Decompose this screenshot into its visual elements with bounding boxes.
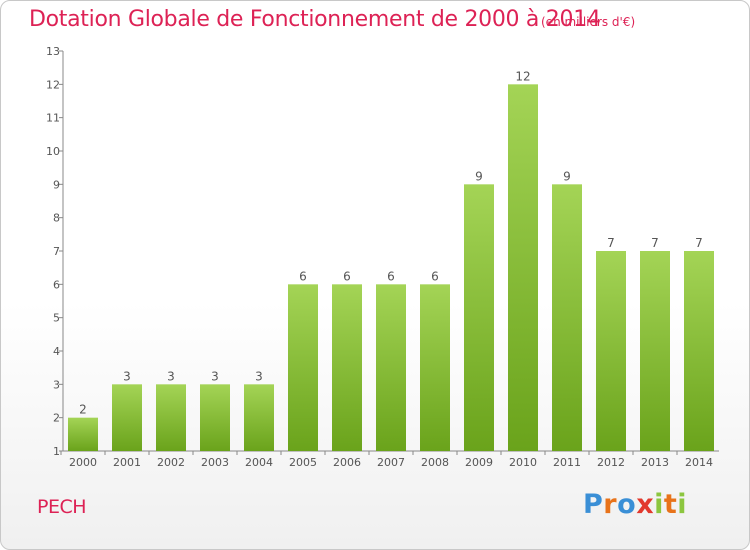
bar-value-label: 3 xyxy=(211,369,219,383)
x-tick-label: 2006 xyxy=(333,456,361,469)
x-tick-label: 2004 xyxy=(245,456,273,469)
bar-value-label: 6 xyxy=(431,269,439,283)
x-tick-label: 2003 xyxy=(201,456,229,469)
chart-title: Dotation Globale de Fonctionnement de 20… xyxy=(29,7,601,32)
x-tick-label: 2005 xyxy=(289,456,317,469)
bar-value-label: 3 xyxy=(123,369,131,383)
bar-value-label: 12 xyxy=(515,69,530,83)
bar-2004[interactable] xyxy=(244,384,274,451)
y-tick-label: 7 xyxy=(53,245,60,258)
y-tick-label: 11 xyxy=(46,112,60,125)
bar-value-label: 2 xyxy=(79,403,87,417)
y-tick-label: 2 xyxy=(53,412,60,425)
bar-value-label: 6 xyxy=(343,269,351,283)
y-tick-label: 9 xyxy=(53,178,60,191)
y-tick-label: 1 xyxy=(53,445,60,458)
bar-2006[interactable] xyxy=(332,284,362,451)
x-tick-label: 2001 xyxy=(113,456,141,469)
x-tick-label: 2011 xyxy=(553,456,581,469)
bar-2001[interactable] xyxy=(112,384,142,451)
proxiti-logo[interactable]: Proxiti xyxy=(583,489,688,520)
y-tick-label: 13 xyxy=(46,45,60,58)
bar-2014[interactable] xyxy=(684,251,714,451)
bar-2010[interactable] xyxy=(508,84,538,451)
bar-2009[interactable] xyxy=(464,184,494,452)
bar-value-label: 6 xyxy=(299,269,307,283)
bar-value-label: 3 xyxy=(255,369,263,383)
y-tick-label: 4 xyxy=(53,345,60,358)
y-tick-label: 8 xyxy=(53,212,60,225)
bar-2012[interactable] xyxy=(596,251,626,451)
bar-2013[interactable] xyxy=(640,251,670,451)
bar-2005[interactable] xyxy=(288,284,318,451)
bar-2000[interactable] xyxy=(68,417,98,451)
x-tick-label: 2002 xyxy=(157,456,185,469)
x-tick-label: 2013 xyxy=(641,456,669,469)
x-tick-label: 2008 xyxy=(421,456,449,469)
y-tick-label: 5 xyxy=(53,312,60,325)
x-tick-label: 2000 xyxy=(69,456,97,469)
bar-value-label: 9 xyxy=(563,169,571,183)
bar-2007[interactable] xyxy=(376,284,406,451)
bar-value-label: 9 xyxy=(475,169,483,183)
x-tick-label: 2007 xyxy=(377,456,405,469)
bar-value-label: 7 xyxy=(695,236,703,250)
bar-2011[interactable] xyxy=(552,184,582,452)
y-tick-label: 3 xyxy=(53,378,60,391)
bar-2008[interactable] xyxy=(420,284,450,451)
bar-2003[interactable] xyxy=(200,384,230,451)
x-tick-label: 2012 xyxy=(597,456,625,469)
chart-unit-note: (en milliers d'€) xyxy=(541,15,636,29)
x-tick-label: 2010 xyxy=(509,456,537,469)
x-tick-label: 2014 xyxy=(685,456,713,469)
commune-name: PECH xyxy=(37,496,87,518)
bar-value-label: 7 xyxy=(651,236,659,250)
bar-value-label: 3 xyxy=(167,369,175,383)
y-tick-label: 6 xyxy=(53,278,60,291)
y-tick-label: 10 xyxy=(46,145,60,158)
bar-value-label: 6 xyxy=(387,269,395,283)
y-tick-label: 12 xyxy=(46,78,60,91)
bar-value-label: 7 xyxy=(607,236,615,250)
x-tick-label: 2009 xyxy=(465,456,493,469)
bar-2002[interactable] xyxy=(156,384,186,451)
